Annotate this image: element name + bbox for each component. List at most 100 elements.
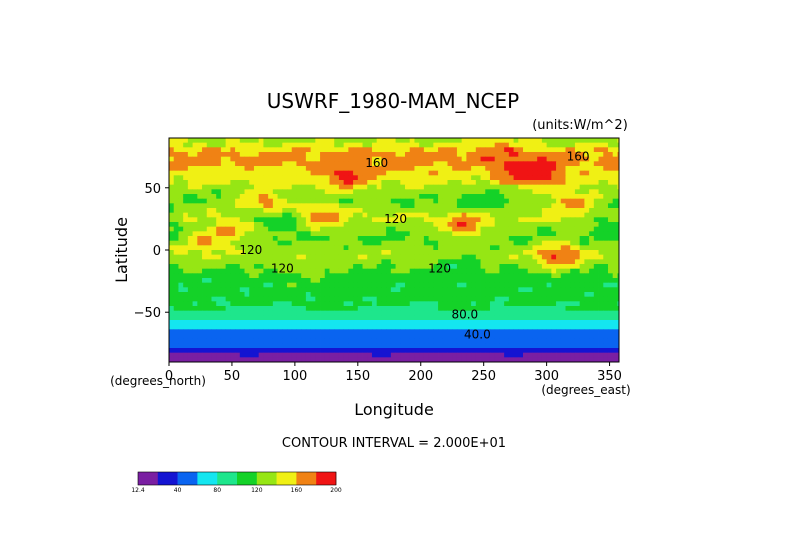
heatmap-cell — [574, 273, 581, 279]
heatmap-cell — [216, 320, 222, 326]
heatmap-cell — [414, 338, 420, 344]
heatmap-cell — [428, 226, 434, 232]
heatmap-cell — [593, 301, 599, 307]
heatmap-cell — [452, 338, 458, 344]
heatmap-cell — [499, 180, 505, 186]
heatmap-cell — [353, 152, 359, 158]
heatmap-cell — [598, 222, 604, 228]
heatmap-cell — [348, 292, 354, 298]
heatmap-cell — [249, 203, 255, 209]
heatmap-cell — [617, 306, 620, 312]
heatmap-cell — [466, 315, 472, 321]
heatmap-cell — [343, 334, 349, 340]
heatmap-cell — [584, 268, 590, 274]
heatmap-cell — [579, 301, 585, 307]
heatmap-cell — [239, 142, 245, 148]
heatmap-cell — [598, 180, 604, 186]
heatmap-cell — [513, 338, 519, 344]
heatmap-cell — [603, 170, 609, 176]
heatmap-cell — [409, 292, 415, 298]
heatmap-cell — [244, 250, 250, 256]
heatmap-cell — [386, 296, 392, 302]
heatmap-cell — [187, 189, 193, 195]
heatmap-cell — [192, 184, 198, 190]
heatmap-cell — [249, 231, 255, 237]
colorbar-swatch — [157, 472, 178, 485]
heatmap-cell — [386, 348, 392, 354]
heatmap-cell — [485, 273, 491, 279]
heatmap-cell — [239, 194, 245, 200]
heatmap-cell — [173, 315, 179, 321]
heatmap-cell — [499, 306, 505, 312]
heatmap-cell — [537, 156, 543, 162]
heatmap-cell — [452, 301, 458, 307]
heatmap-cell — [220, 278, 227, 284]
heatmap-cell — [400, 226, 406, 232]
heatmap-cell — [353, 301, 359, 307]
heatmap-cell — [386, 324, 392, 330]
heatmap-cell — [541, 152, 548, 158]
heatmap-cell — [489, 292, 496, 298]
heatmap-cell — [376, 222, 382, 228]
heatmap-cell — [282, 310, 288, 316]
heatmap-cell — [603, 138, 609, 144]
heatmap-cell — [442, 250, 448, 256]
heatmap-cell — [315, 301, 321, 307]
heatmap-cell — [305, 226, 312, 232]
heatmap-cell — [461, 161, 467, 167]
heatmap-cell — [353, 217, 359, 223]
heatmap-cell — [258, 161, 264, 167]
heatmap-cell — [489, 357, 496, 363]
heatmap-cell — [414, 170, 420, 176]
heatmap-cell — [504, 184, 510, 190]
heatmap-cell — [565, 250, 571, 256]
heatmap-cell — [579, 310, 585, 316]
heatmap-cell — [584, 324, 590, 330]
heatmap-cell — [489, 226, 496, 232]
heatmap-cell — [272, 226, 278, 232]
heatmap-cell — [551, 338, 557, 344]
heatmap-cell — [603, 254, 609, 260]
heatmap-cell — [353, 194, 359, 200]
heatmap-cell — [518, 306, 524, 312]
heatmap-cell — [249, 292, 255, 298]
heatmap-cell — [537, 152, 543, 158]
heatmap-cell — [310, 156, 316, 162]
heatmap-cell — [475, 315, 481, 321]
heatmap-cell — [253, 142, 260, 148]
heatmap-cell — [395, 222, 401, 228]
heatmap-cell — [603, 282, 609, 288]
heatmap-cell — [220, 217, 227, 223]
heatmap-cell — [291, 147, 297, 153]
heatmap-cell — [253, 268, 260, 274]
heatmap-cell — [277, 301, 283, 307]
heatmap-cell — [471, 315, 477, 321]
heatmap-cell — [527, 338, 533, 344]
heatmap-cell — [494, 278, 500, 284]
heatmap-cell — [187, 348, 193, 354]
heatmap-cell — [315, 231, 321, 237]
heatmap-cell — [423, 240, 430, 246]
heatmap-cell — [315, 184, 321, 190]
heatmap-cell — [612, 222, 618, 228]
heatmap-cell — [617, 273, 620, 279]
heatmap-cell — [263, 348, 269, 354]
heatmap-cell — [489, 184, 496, 190]
heatmap-cell — [447, 329, 453, 335]
heatmap-cell — [513, 240, 519, 246]
heatmap-cell — [244, 282, 250, 288]
heatmap-cell — [291, 301, 297, 307]
heatmap-cell — [551, 357, 557, 363]
heatmap-cell — [504, 208, 510, 214]
heatmap-cell — [216, 245, 222, 251]
contour-label: 160 — [365, 156, 388, 170]
heatmap-cell — [220, 324, 227, 330]
heatmap-cell — [310, 170, 316, 176]
heatmap-cell — [409, 217, 415, 223]
heatmap-cell — [338, 161, 345, 167]
heatmap-cell — [513, 357, 519, 363]
heatmap-cell — [480, 338, 486, 344]
heatmap-cell — [452, 306, 458, 312]
heatmap-cell — [296, 170, 302, 176]
heatmap-cell — [508, 278, 514, 284]
